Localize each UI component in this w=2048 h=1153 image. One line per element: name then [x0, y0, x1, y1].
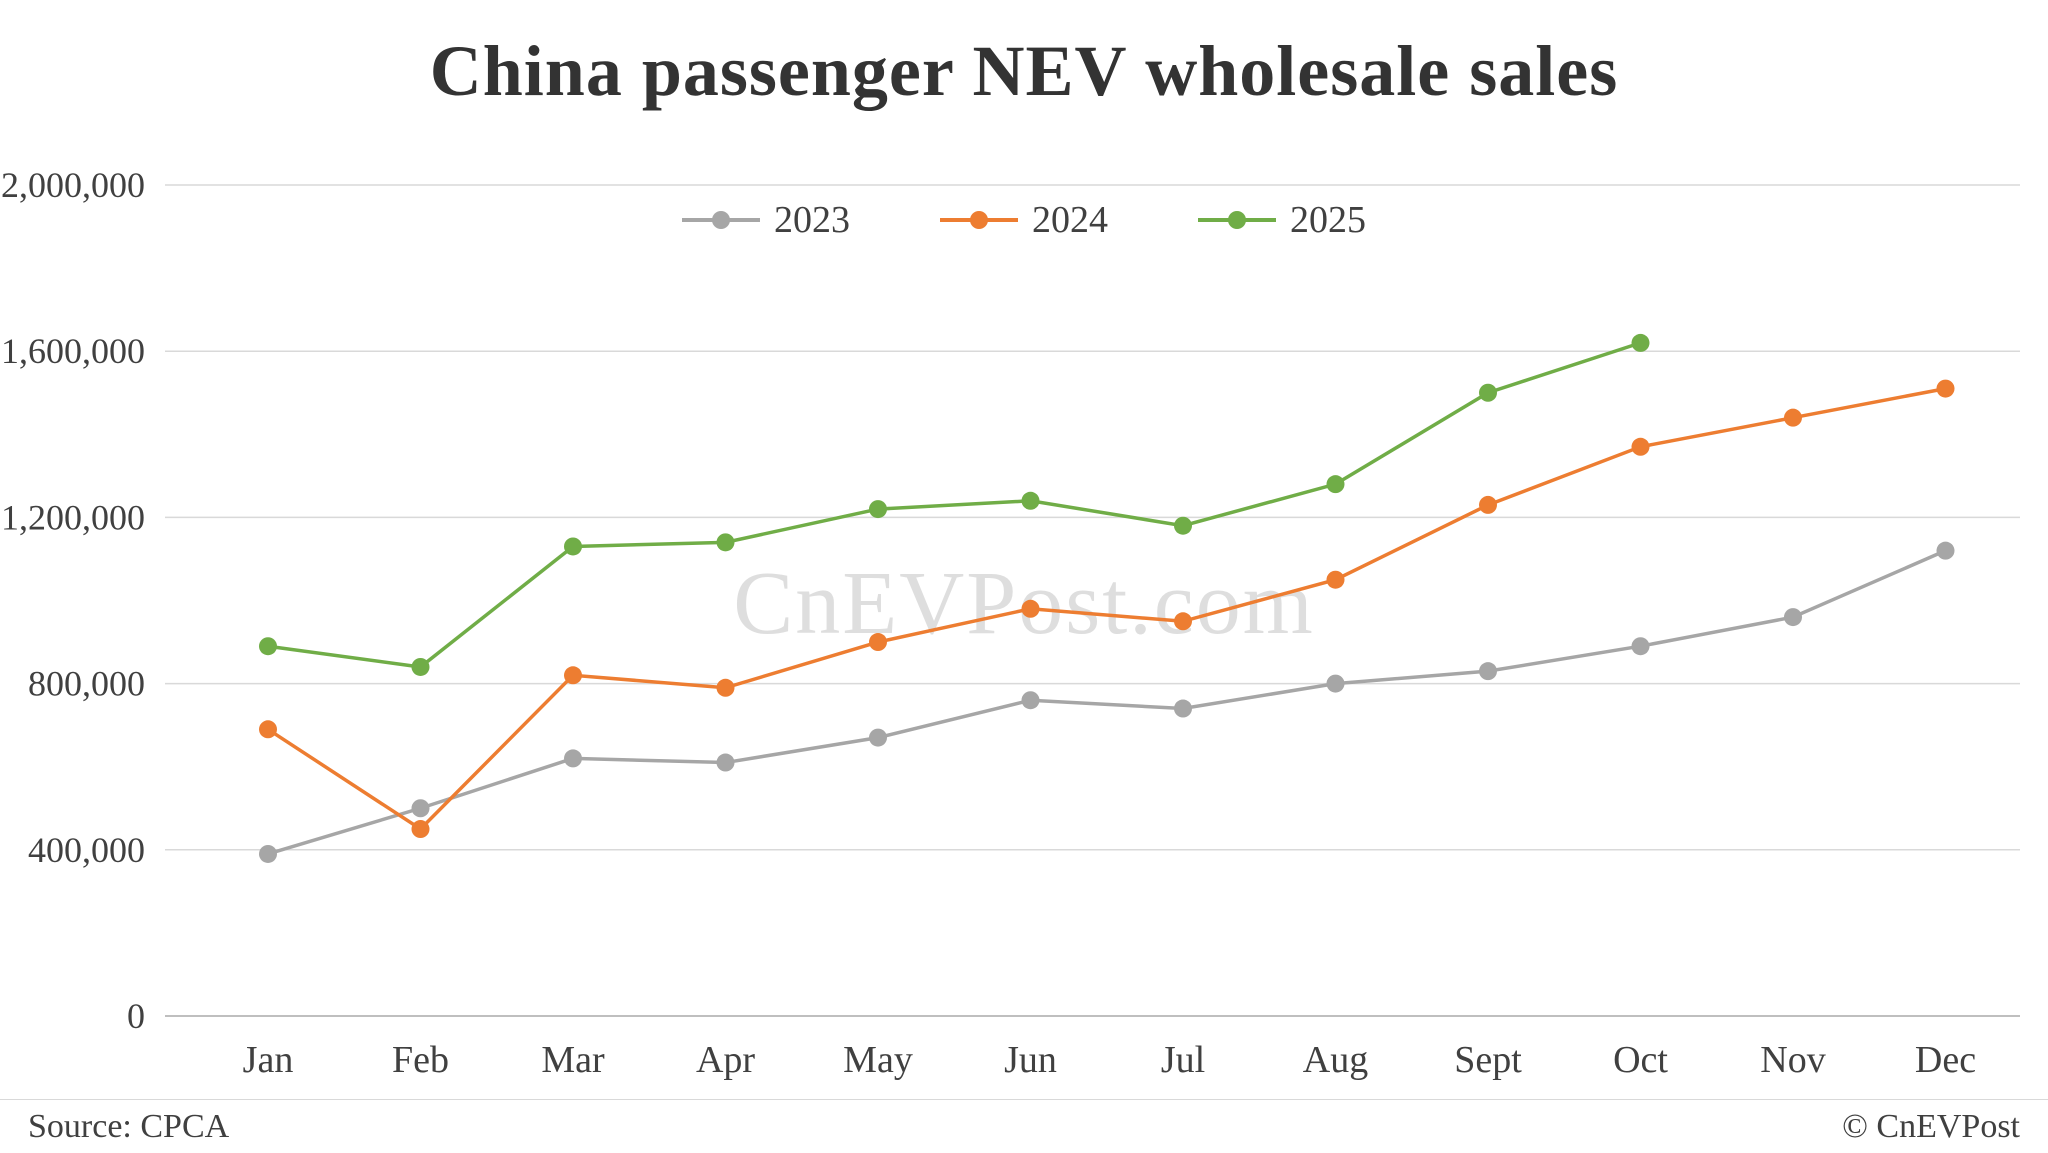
- data-point-2024: [1479, 495, 1497, 514]
- x-axis-tick-label: Jun: [1004, 1039, 1057, 1081]
- legend-marker-icon: [682, 209, 760, 231]
- data-point-2023: [259, 844, 277, 863]
- data-point-2024: [411, 820, 430, 839]
- y-axis-tick-label: 1,600,000: [1, 331, 145, 371]
- data-point-2023: [716, 753, 735, 772]
- x-axis-tick-label: Jul: [1161, 1039, 1205, 1081]
- x-axis-tick-label: Mar: [541, 1039, 605, 1081]
- series-line-2024: [267, 386, 1946, 832]
- data-point-2025: [1021, 491, 1040, 510]
- data-point-2024: [716, 678, 735, 697]
- watermark: CnEVPost.com: [733, 554, 1315, 653]
- data-point-2024: [259, 720, 277, 739]
- data-point-2024: [1784, 408, 1802, 427]
- x-axis-tick-label: May: [843, 1039, 913, 1081]
- y-axis-tick-label: 0: [127, 996, 145, 1036]
- data-point-2025: [1174, 516, 1192, 535]
- data-point-2025: [259, 637, 277, 656]
- data-point-2025: [1479, 383, 1497, 402]
- data-point-2023: [869, 728, 887, 747]
- data-point-2024: [1174, 612, 1192, 631]
- legend-marker-icon: [1198, 209, 1276, 231]
- series-line-2025: [267, 341, 1642, 669]
- data-point-2025: [411, 657, 430, 676]
- legend-marker-icon: [940, 209, 1018, 231]
- data-point-2024: [1936, 379, 1955, 398]
- y-axis-tick-label: 400,000: [28, 830, 145, 870]
- x-axis-tick-label: Aug: [1303, 1039, 1368, 1081]
- data-point-2023: [1784, 608, 1802, 627]
- data-point-2023: [564, 749, 582, 768]
- x-axis-tick-label: Apr: [696, 1039, 755, 1081]
- x-axis-tick-label: Sept: [1454, 1039, 1522, 1081]
- legend-label: 2025: [1290, 199, 1366, 241]
- data-point-2025: [1326, 475, 1345, 494]
- x-axis-tick-label: Jan: [243, 1039, 294, 1081]
- data-point-2023: [1936, 541, 1955, 560]
- legend-item-2025: 2025: [1198, 198, 1366, 242]
- data-point-2023: [411, 799, 430, 818]
- data-point-2023: [1174, 699, 1192, 718]
- y-axis-tick-label: 2,000,000: [1, 165, 145, 205]
- legend-label: 2024: [1032, 199, 1108, 241]
- x-axis-tick-label: Feb: [392, 1039, 449, 1081]
- series-line-2023: [267, 549, 1947, 856]
- chart-title: China passenger NEV wholesale sales: [429, 31, 1619, 111]
- data-point-2023: [1326, 674, 1345, 693]
- data-point-2023: [1631, 637, 1650, 656]
- legend-item-2024: 2024: [940, 198, 1108, 242]
- y-axis-tick-label: 800,000: [28, 664, 145, 704]
- chart-legend: 2023 2024 2025: [0, 198, 2048, 242]
- data-point-2025: [564, 537, 582, 556]
- x-axis-tick-label: Oct: [1613, 1039, 1668, 1081]
- source-label: Source: CPCA: [28, 1107, 230, 1145]
- data-point-2025: [716, 533, 735, 552]
- data-point-2025: [869, 500, 887, 519]
- legend-label: 2023: [774, 199, 850, 241]
- data-point-2023: [1021, 691, 1040, 710]
- data-point-2024: [1326, 570, 1345, 589]
- legend-item-2023: 2023: [682, 198, 850, 242]
- chart-footer: Source: CPCA © CnEVPost: [0, 1099, 2048, 1153]
- copyright-label: © CnEVPost: [1842, 1107, 2020, 1145]
- data-point-2024: [1631, 437, 1650, 456]
- x-axis-tick-label: Nov: [1760, 1039, 1825, 1081]
- data-point-2024: [869, 633, 887, 652]
- data-point-2024: [1021, 599, 1040, 618]
- x-axis-tick-label: Dec: [1915, 1039, 1976, 1081]
- data-point-2024: [564, 666, 582, 685]
- data-point-2025: [1631, 333, 1650, 352]
- y-axis-tick-label: 1,200,000: [1, 497, 145, 537]
- data-point-2023: [1479, 662, 1497, 681]
